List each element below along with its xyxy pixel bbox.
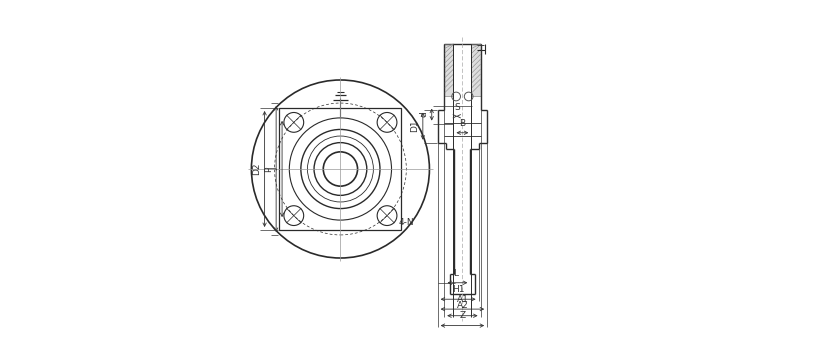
Text: J: J xyxy=(270,168,279,170)
Text: 4-N: 4-N xyxy=(398,218,415,227)
Text: B: B xyxy=(459,119,465,128)
Text: S: S xyxy=(454,103,459,112)
Text: P: P xyxy=(264,166,273,172)
Text: H1: H1 xyxy=(452,285,464,294)
Text: A1: A1 xyxy=(456,295,468,304)
Bar xyxy=(279,108,401,230)
Text: A2: A2 xyxy=(456,301,468,310)
Text: Z: Z xyxy=(459,311,465,320)
Text: L: L xyxy=(454,269,459,278)
Text: D1: D1 xyxy=(410,120,419,132)
Bar xyxy=(472,44,481,96)
Bar xyxy=(444,44,454,96)
Text: d: d xyxy=(419,112,428,118)
Text: D2: D2 xyxy=(252,163,261,175)
